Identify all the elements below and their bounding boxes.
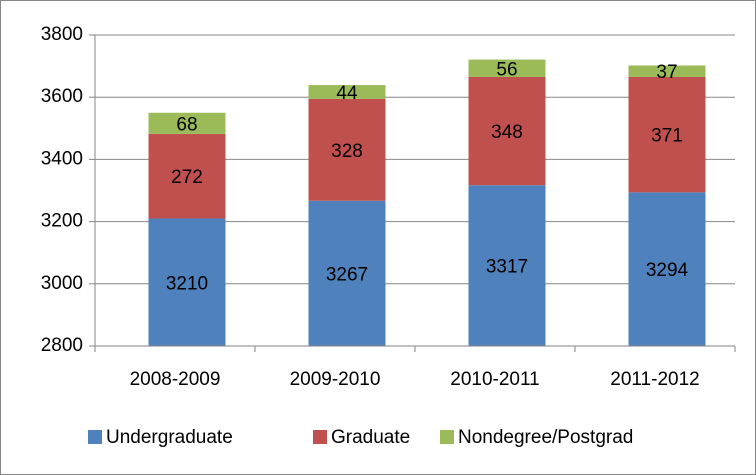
data-label: 56 [496, 59, 517, 80]
data-label: 348 [491, 122, 523, 143]
x-tick-label: 2008-2009 [130, 369, 221, 390]
bar-segment [308, 98, 386, 201]
bar-segment [148, 218, 226, 346]
x-tick-label: 2010-2011 [450, 369, 539, 390]
legend-label: Graduate [331, 427, 410, 448]
x-tick-label: 2011-2012 [610, 369, 699, 390]
bar-segment [468, 185, 546, 346]
data-label: 3267 [326, 264, 368, 285]
data-label: 328 [331, 141, 363, 162]
y-tick-label: 3000 [41, 273, 83, 294]
data-label: 44 [336, 83, 358, 104]
bar-segment [628, 192, 706, 346]
bar-segment [468, 59, 546, 77]
data-label: 3210 [166, 273, 208, 294]
bar-segment [628, 65, 706, 77]
data-label: 272 [171, 167, 203, 188]
bar-segment [468, 76, 546, 186]
y-tick-label: 3800 [41, 24, 83, 45]
data-label: 68 [176, 114, 197, 135]
bar-segment [148, 133, 226, 219]
data-label: 371 [651, 126, 683, 147]
legend-swatch [88, 430, 102, 444]
legend-swatch [313, 430, 327, 444]
y-tick-label: 3400 [41, 148, 83, 169]
data-label: 37 [656, 62, 677, 83]
legend-swatch [440, 430, 454, 444]
bar-segment [308, 85, 386, 99]
bar-segment [308, 200, 386, 346]
bar-segment [148, 112, 226, 134]
bar-segment [628, 76, 706, 193]
y-tick-label: 3600 [41, 86, 83, 107]
x-tick-label: 2009-2010 [290, 369, 381, 390]
data-label: 3294 [646, 260, 689, 281]
data-label: 3317 [486, 257, 528, 278]
y-tick-label: 2800 [41, 335, 83, 356]
y-tick-label: 3200 [41, 211, 83, 232]
legend-label: Undergraduate [106, 427, 233, 448]
legend-label: Nondegree/Postgrad [458, 427, 633, 448]
